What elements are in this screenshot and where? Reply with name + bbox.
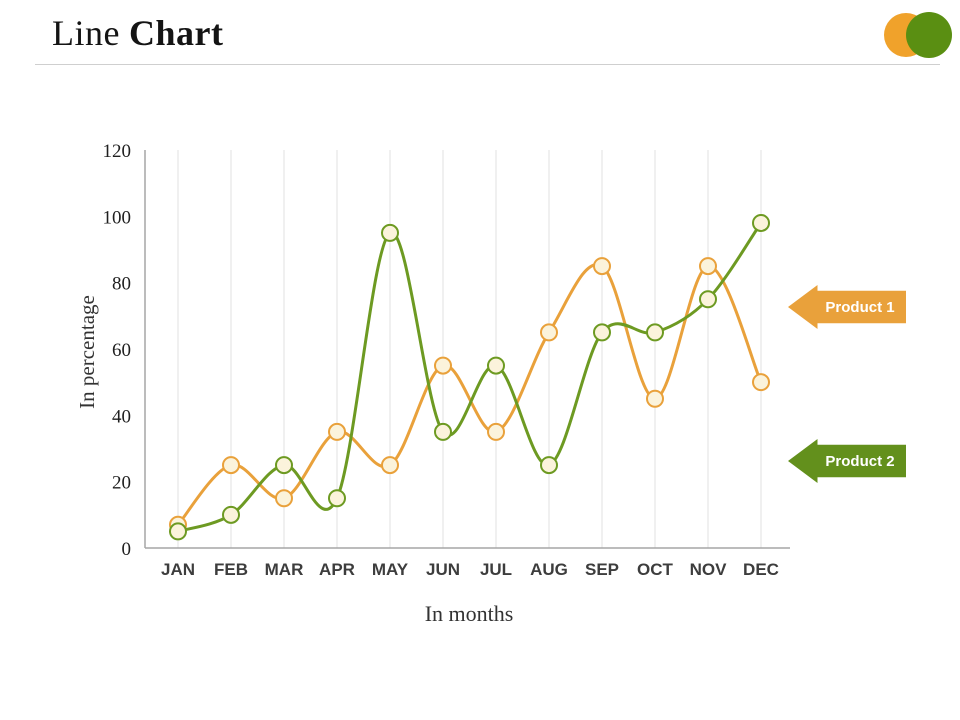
marker-series2-jul [487,356,505,375]
marker-series2-jun [434,422,452,441]
logo [882,10,952,60]
legend-product1-arrow: Product 1 [788,285,906,329]
series-line-1 [176,263,763,527]
x-tick-label: OCT [637,560,674,579]
x-tick-label: MAY [372,560,409,579]
page-title: Line Chart [52,12,223,54]
marker-series2-nov [699,290,717,309]
marker-series1-dec [752,373,770,392]
x-tick-label: APR [319,560,355,579]
marker-series2-jan [169,522,187,541]
x-tick-label: SEP [585,560,619,579]
title-bold: Chart [128,13,224,53]
marker-series2-may [381,223,399,242]
marker-series2-mar [275,456,293,475]
y-tick-label: 0 [122,539,132,560]
marker-series1-nov [699,257,717,276]
y-axis-title: In percentage [75,295,99,409]
series-line-2 [176,221,763,533]
marker-series1-aug [540,323,558,342]
marker-series1-oct [646,389,664,408]
x-axis-title: In months [424,601,514,626]
marker-series1-may [381,456,399,475]
y-tick-label: 60 [112,340,131,361]
marker-series2-sep [593,323,611,342]
x-tick-label: DEC [743,560,779,579]
x-tick-label: JUL [480,560,512,579]
marker-series1-mar [275,489,293,508]
y-tick-label: 80 [112,274,131,295]
legend-product1-label: Product 1 [825,298,895,316]
y-tick-label: 40 [112,406,131,427]
logo-green-circle [906,12,952,58]
header-divider [35,64,940,65]
x-tick-label: MAR [265,560,304,579]
marker-series2-oct [646,323,664,342]
marker-series1-apr [328,422,346,441]
y-tick-label: 20 [112,473,131,494]
legend-product2-arrow: Product 2 [788,439,906,483]
marker-series1-jul [487,422,505,441]
x-tick-label: JUN [426,560,460,579]
x-tick-label: JAN [161,560,195,579]
title-regular: Line [52,13,120,53]
marker-series1-jun [434,356,452,375]
marker-series2-dec [752,213,770,232]
x-tick-label: NOV [690,560,728,579]
x-tick-label: FEB [214,560,248,579]
x-tick-label: AUG [530,560,568,579]
marker-series1-sep [593,257,611,276]
y-tick-label: 100 [103,207,132,228]
legend-product2-label: Product 2 [825,452,895,470]
marker-series2-feb [222,505,240,524]
y-tick-label: 120 [103,141,132,162]
marker-series2-aug [540,456,558,475]
marker-series1-feb [222,456,240,475]
marker-series2-apr [328,489,346,508]
